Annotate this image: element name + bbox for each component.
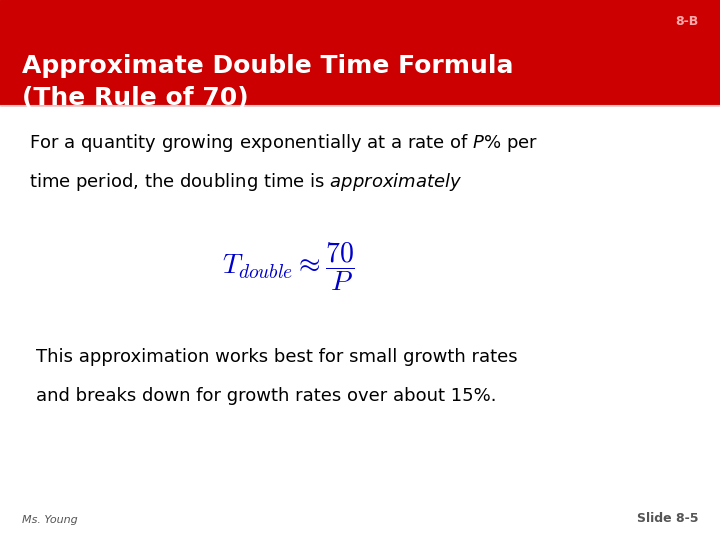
Text: This approximation works best for small growth rates: This approximation works best for small … xyxy=(36,348,518,366)
Bar xyxy=(0,0,720,105)
Text: and breaks down for growth rates over about 15%.: and breaks down for growth rates over ab… xyxy=(36,387,497,405)
Text: (The Rule of 70): (The Rule of 70) xyxy=(22,86,248,110)
Text: $T_{\mathit{double}} \approx \dfrac{70}{P}$: $T_{\mathit{double}} \approx \dfrac{70}{… xyxy=(222,240,354,293)
Text: Ms. Young: Ms. Young xyxy=(22,515,77,525)
Text: Approximate Double Time Formula: Approximate Double Time Formula xyxy=(22,54,513,78)
Text: Slide 8-5: Slide 8-5 xyxy=(637,512,698,525)
Text: For a quantity growing exponentially at a rate of $\mathit{P}$% per: For a quantity growing exponentially at … xyxy=(29,132,538,154)
Text: time period, the doubling time is $\mathit{approximately}$: time period, the doubling time is $\math… xyxy=(29,171,462,193)
Text: 8-B: 8-B xyxy=(675,15,698,28)
